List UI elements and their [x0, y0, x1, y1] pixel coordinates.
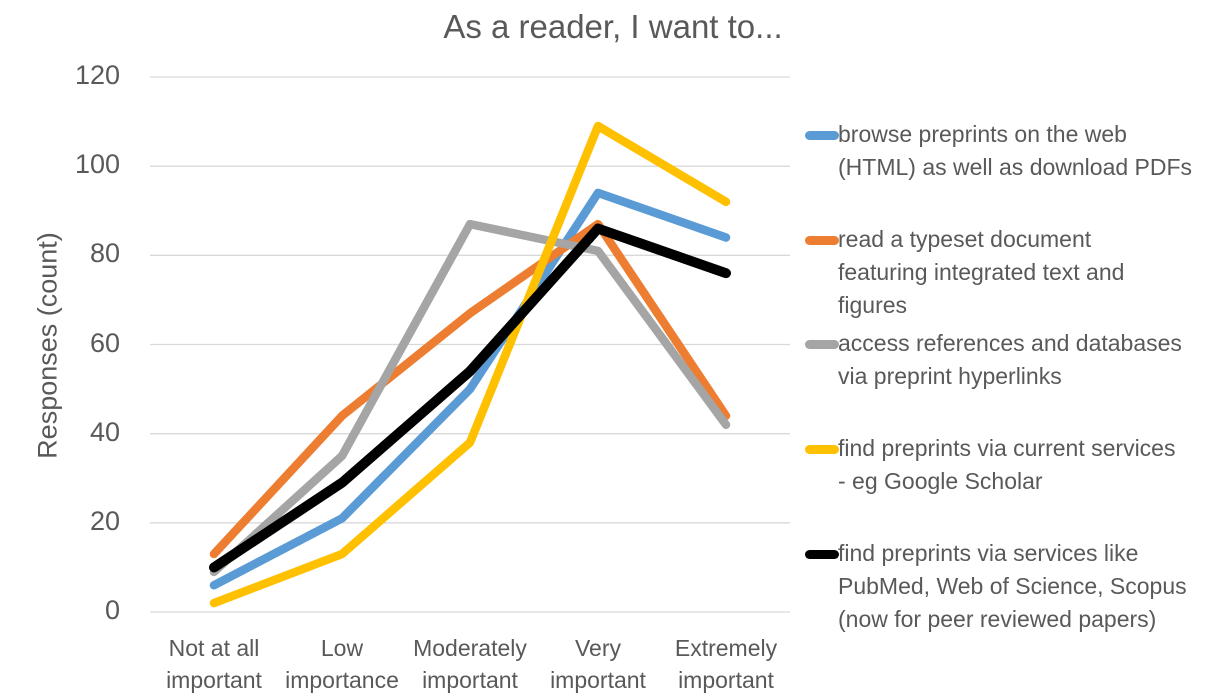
x-tick-label-line: Very	[574, 635, 622, 661]
legend-label-line: access references and databases	[838, 330, 1182, 356]
x-tick-label-line: Extremely	[674, 635, 778, 661]
series-line	[209, 121, 731, 608]
legend-label-line: figures	[838, 292, 908, 318]
series-line	[209, 223, 731, 573]
legend-label-line: read a typeset document	[838, 226, 1092, 252]
y-tick-label: 80	[89, 238, 120, 269]
legend-label-line: find preprints via services like	[838, 540, 1139, 566]
x-tick-label-line: important	[166, 667, 262, 693]
x-tick-label-line: important	[422, 667, 518, 693]
x-tick-label-line: Not at all	[168, 635, 260, 661]
y-tick-label: 60	[89, 327, 120, 358]
series-line	[209, 219, 731, 577]
legend-label-line: find preprints via current services	[838, 435, 1176, 461]
legend-swatch-icon	[805, 340, 839, 349]
legend-label-line: - eg Google Scholar	[838, 468, 1043, 494]
legend-swatch-icon	[805, 550, 839, 559]
legend-label-line: PubMed, Web of Science, Scopus	[838, 573, 1187, 599]
x-tick-label-line: importance	[285, 667, 399, 693]
legend-label: find preprints via current services - eg …	[838, 432, 1208, 498]
legend-label-line: (now for peer reviewed papers)	[838, 606, 1157, 632]
legend-label: access references and databases via prepr…	[838, 327, 1208, 393]
y-tick-label: 0	[104, 595, 120, 625]
legend-label: read a typeset document featuring integra…	[838, 223, 1208, 322]
legend-label-line: featuring integrated text and	[838, 259, 1125, 285]
legend-label-line: (HTML) as well as download PDFs	[838, 154, 1193, 180]
legend-swatch-icon	[805, 236, 839, 245]
x-tick-label: Low importance	[277, 632, 407, 696]
x-tick-label: Not at all important	[149, 632, 279, 696]
x-tick-label: Moderately important	[405, 632, 535, 696]
series-lines	[209, 121, 731, 608]
legend-label: find preprints via services like PubMed, …	[838, 537, 1208, 636]
y-tick-label: 20	[89, 505, 120, 536]
legend-swatch-icon	[805, 445, 839, 454]
legend-label-line: via preprint hyperlinks	[838, 363, 1062, 389]
x-tick-label: Extremely important	[661, 632, 791, 696]
gridlines	[150, 76, 790, 613]
x-tick-label-line: important	[550, 667, 646, 693]
legend-label-line: browse preprints on the web	[838, 121, 1127, 147]
series-line	[209, 219, 731, 559]
legend-swatch-icon	[805, 131, 839, 140]
x-tick-label-line: Low	[320, 635, 364, 661]
chart-title: As a reader, I want to...	[443, 8, 783, 45]
x-tick-label-line: important	[678, 667, 774, 693]
y-tick-label: 100	[74, 149, 120, 180]
y-tick-label: 40	[89, 416, 120, 447]
series-line	[209, 188, 731, 590]
legend-label: browse preprints on the web (HTML) as wel…	[838, 118, 1208, 184]
y-tick-label: 120	[74, 60, 120, 90]
x-tick-label-line: Moderately	[413, 635, 527, 661]
x-tick-label: Very important	[533, 632, 663, 696]
